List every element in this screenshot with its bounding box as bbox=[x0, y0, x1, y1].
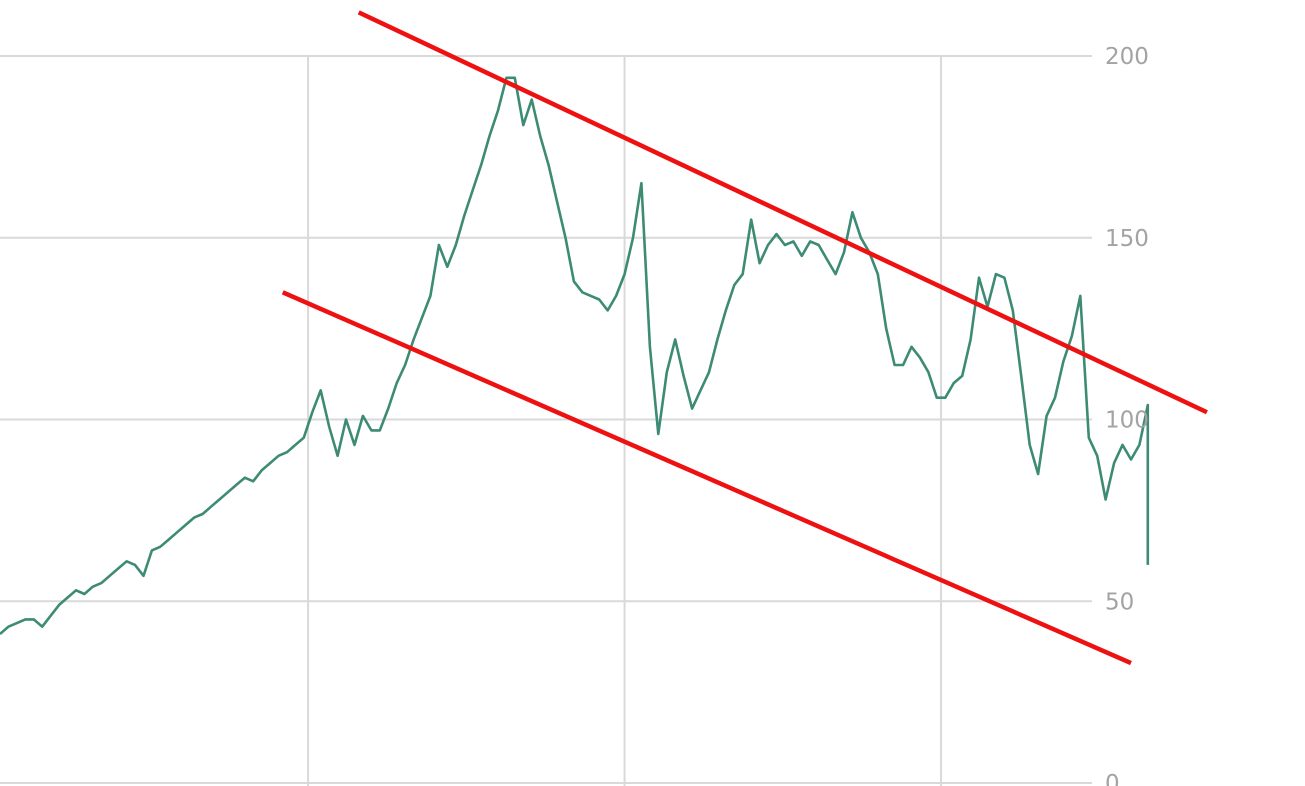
y-tick-label: 0 bbox=[1105, 771, 1120, 786]
series-line bbox=[0, 76, 1150, 635]
y-tick-label: 200 bbox=[1105, 44, 1149, 70]
series-layer bbox=[0, 76, 1150, 635]
gridlines bbox=[0, 55, 1092, 786]
channel-trend-line bbox=[357, 10, 1208, 415]
y-tick-label: 50 bbox=[1105, 589, 1134, 615]
trend-lines bbox=[281, 10, 1208, 666]
y-axis: 0 50 100 150 200 bbox=[1105, 44, 1149, 786]
y-tick-label: 100 bbox=[1105, 408, 1149, 434]
channel-trend-line bbox=[281, 290, 1132, 666]
y-tick-label: 150 bbox=[1105, 226, 1149, 252]
